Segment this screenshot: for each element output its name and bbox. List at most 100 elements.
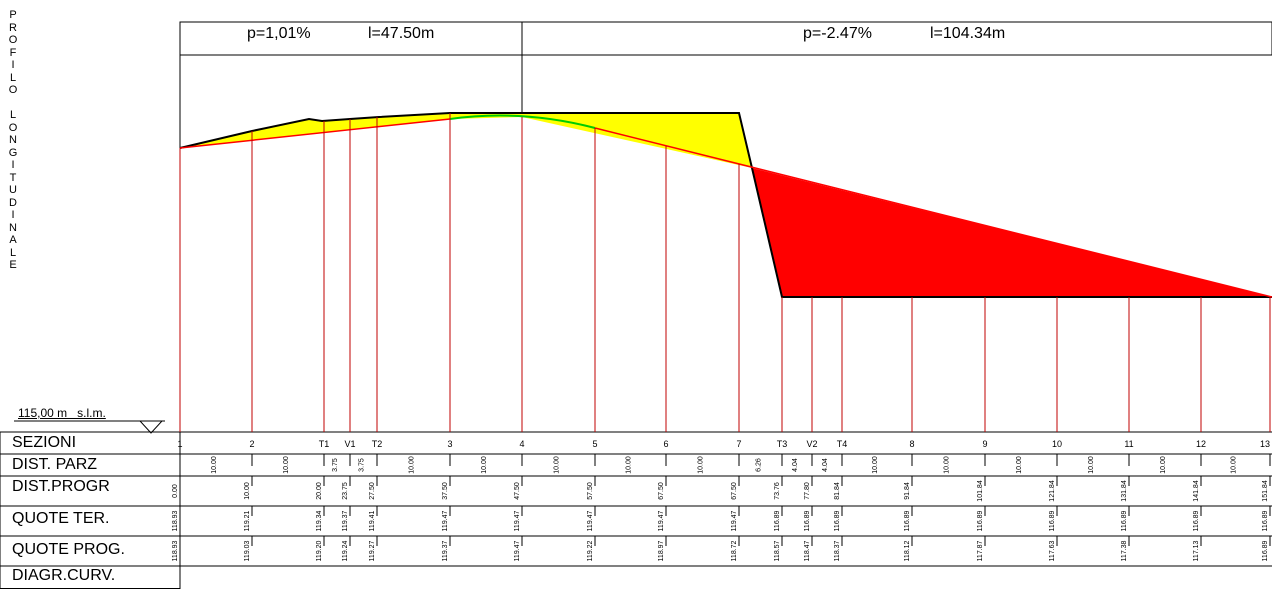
dist-parz-value: 10.00 xyxy=(944,456,951,474)
quote-ter-value: 119.47 xyxy=(442,510,449,531)
datum-label: 115,00 m s.l.m. xyxy=(18,406,106,420)
section-name: V1 xyxy=(344,439,355,449)
section-name: 5 xyxy=(592,439,597,449)
dist-parz-value: 10.00 xyxy=(481,456,488,474)
section-name: 4 xyxy=(519,439,524,449)
quote-prog-value: 119.27 xyxy=(369,540,376,561)
quote-ter-value: 119.21 xyxy=(244,510,251,531)
section-name: 12 xyxy=(1196,439,1206,449)
quote-prog-value: 119.47 xyxy=(514,540,521,561)
dist-parz-value: 6.26 xyxy=(756,458,763,472)
dist-progr-value: 67.50 xyxy=(658,482,665,500)
section-name: T3 xyxy=(777,439,788,449)
section-name: 11 xyxy=(1124,439,1133,449)
section-name: T1 xyxy=(319,439,330,449)
cut-area xyxy=(180,113,752,168)
quote-prog-value: 117.13 xyxy=(1193,540,1200,561)
quote-ter-value: 119.47 xyxy=(514,510,521,531)
quote-ter-value: 116.89 xyxy=(1193,510,1200,531)
datum-triangle xyxy=(138,420,164,434)
quote-ter-value: 116.89 xyxy=(804,510,811,531)
quote-prog-value: 118.72 xyxy=(731,540,738,561)
quote-prog-value: 118.12 xyxy=(904,540,911,561)
dist-progr-value: 23.75 xyxy=(342,482,349,500)
quote-prog-value: 119.20 xyxy=(316,540,323,561)
quote-ter-value: 119.47 xyxy=(587,510,594,531)
section-name: 7 xyxy=(736,439,741,449)
row-label-diagr-curv: DIAGR.CURV. xyxy=(12,567,116,584)
dist-parz-value: 10.00 xyxy=(872,456,879,474)
dist-progr-value: 151.84 xyxy=(1262,480,1269,502)
terrain-line xyxy=(179,112,1272,298)
slope-1-p: p=1,01% xyxy=(247,25,311,42)
quote-prog-value: 119.37 xyxy=(442,540,449,561)
quote-prog-value: 116.89 xyxy=(1262,540,1269,561)
quote-prog-value: 118.47 xyxy=(804,540,811,561)
dist-progr-value: 67.50 xyxy=(731,482,738,500)
quote-prog-value: 117.38 xyxy=(1121,540,1128,561)
dist-progr-value: 141.84 xyxy=(1193,480,1200,502)
dist-progr-value: 101.84 xyxy=(977,480,984,502)
section-name: T4 xyxy=(837,439,848,449)
dist-parz-value: 10.00 xyxy=(211,456,218,474)
quote-ter-value: 116.89 xyxy=(1121,510,1128,531)
dist-parz-value: 10.00 xyxy=(409,456,416,474)
dist-progr-value: 10.00 xyxy=(244,482,251,500)
row-label-quote-ter: QUOTE TER. xyxy=(12,510,110,527)
section-name: 13 xyxy=(1260,439,1270,449)
dist-parz-value: 10.00 xyxy=(1231,456,1238,474)
dist-parz-value: 4.04 xyxy=(822,458,829,472)
dist-parz-value: 4.04 xyxy=(792,458,799,472)
project-line xyxy=(179,118,451,149)
quote-ter-value: 119.34 xyxy=(316,510,323,531)
dist-parz-value: 10.00 xyxy=(698,456,705,474)
quote-prog-value: 119.24 xyxy=(342,540,349,561)
dist-progr-value: 20.00 xyxy=(316,482,323,500)
row-label-dist-parz: DIST. PARZ xyxy=(12,456,98,473)
project-line-descending xyxy=(594,127,1272,298)
dist-progr-value: 77.80 xyxy=(804,482,811,500)
section-name: 1 xyxy=(177,439,182,449)
row-label-dist-progr: DIST.PROGR xyxy=(12,478,110,495)
quote-ter-value: 119.41 xyxy=(369,510,376,531)
section-name: V2 xyxy=(806,439,817,449)
dist-parz-value: 3.75 xyxy=(332,458,339,472)
section-name: 2 xyxy=(249,439,254,449)
dist-progr-value: 47.50 xyxy=(514,482,521,500)
dist-parz-value: 10.00 xyxy=(554,456,561,474)
dist-parz-value: 3.75 xyxy=(359,458,366,472)
section-name: T2 xyxy=(372,439,383,449)
dist-progr-value: 37.50 xyxy=(442,482,449,500)
quote-prog-value: 118.37 xyxy=(834,540,841,561)
row-label-quote-prog: QUOTE PROG. xyxy=(12,541,125,558)
dist-parz-value: 10.00 xyxy=(1160,456,1167,474)
quote-prog-value: 118.97 xyxy=(658,540,665,561)
dist-parz-value: 10.00 xyxy=(626,456,633,474)
quote-ter-value: 119.47 xyxy=(658,510,665,531)
quote-prog-value: 119.03 xyxy=(244,540,251,561)
quote-ter-value: 118.93 xyxy=(172,510,179,531)
dist-progr-value: 73.76 xyxy=(774,482,781,500)
section-name: 10 xyxy=(1052,439,1062,449)
slope-1-l: l=47.50m xyxy=(368,25,435,42)
dist-progr-value: 57.50 xyxy=(587,482,594,500)
quote-prog-value: 118.93 xyxy=(172,540,179,561)
row-label-sezioni: SEZIONI xyxy=(12,434,77,451)
dist-progr-value: 27.50 xyxy=(369,482,376,500)
slope-header-box xyxy=(179,21,1272,56)
quote-prog-value: 118.57 xyxy=(774,540,781,561)
quote-ter-value: 116.89 xyxy=(904,510,911,531)
vertical-curve xyxy=(449,114,596,129)
quote-prog-value: 117.63 xyxy=(1049,540,1056,561)
section-name: 8 xyxy=(909,439,914,449)
dist-progr-value: 131.84 xyxy=(1121,480,1128,502)
section-name: 6 xyxy=(663,439,668,449)
section-name: 9 xyxy=(982,439,987,449)
quote-ter-value: 116.89 xyxy=(834,510,841,531)
dist-parz-value: 10.00 xyxy=(283,456,290,474)
slope-2-l: l=104.34m xyxy=(930,25,1006,42)
quote-ter-value: 116.89 xyxy=(977,510,984,531)
profile-title: P R O F I L O L O N G I T U D I N A L E xyxy=(8,9,18,271)
dist-progr-value: 91.84 xyxy=(904,482,911,500)
quote-ter-value: 119.47 xyxy=(731,510,738,531)
